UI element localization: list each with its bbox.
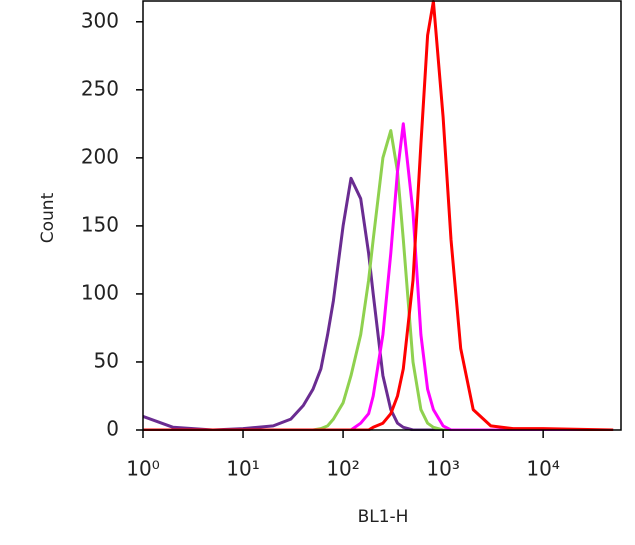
y-tick-label: 200 — [81, 144, 119, 168]
x-tick-label: 10² — [326, 457, 359, 481]
y-tick-label: 300 — [81, 8, 119, 32]
histogram-line — [143, 122, 614, 431]
y-axis-label: Count — [38, 192, 58, 243]
x-tick-label: 10¹ — [226, 457, 259, 481]
x-axis-label: BL1-H — [358, 507, 409, 527]
y-tick-label: 100 — [81, 280, 119, 304]
x-tick-label: 10⁴ — [526, 457, 559, 481]
histogram-line — [143, 176, 614, 431]
y-tick-label: 250 — [81, 76, 119, 100]
histogram-line — [143, 129, 614, 431]
x-tick-label: 10³ — [426, 457, 459, 481]
y-tick-label: 50 — [94, 348, 119, 372]
plot-area — [143, 0, 614, 431]
y-tick-label: 0 — [106, 417, 119, 441]
x-tick-label: 10⁰ — [126, 457, 159, 481]
y-tick-label: 150 — [81, 212, 119, 236]
plot-frame — [142, 0, 622, 431]
